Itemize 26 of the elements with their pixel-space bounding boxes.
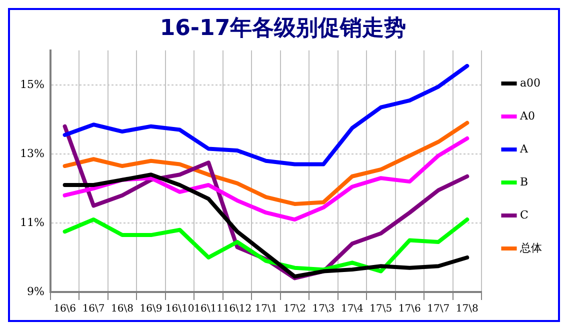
legend-label: A0 <box>519 109 535 122</box>
legend-label: B <box>520 175 528 188</box>
legend-label: C <box>520 208 528 222</box>
x-tick-label: 17\6 <box>398 304 421 315</box>
y-tick-label: 11% <box>20 216 44 229</box>
legend-label: A <box>519 142 529 156</box>
y-tick-label: 15% <box>20 78 44 91</box>
x-tick-label: 16\6 <box>54 304 76 315</box>
x-tick-label: 16\7 <box>82 304 105 315</box>
x-tick-label: 17\5 <box>370 304 392 315</box>
x-tick-label: 16\11 <box>194 304 223 315</box>
x-tick-label: 17\4 <box>340 304 364 315</box>
legend-label: a00 <box>520 76 541 90</box>
x-tick-label: 16\8 <box>111 304 134 315</box>
x-tick-label: 17\7 <box>427 304 450 315</box>
x-tick-label: 16\9 <box>140 304 162 315</box>
x-tick-label: 17\2 <box>283 304 306 315</box>
x-tick-label: 16\12 <box>222 304 252 315</box>
legend-label: 总体 <box>519 241 542 254</box>
chart-title: 16-17年各级别促销走势 <box>160 16 406 41</box>
x-tick-label: 17\8 <box>456 304 478 315</box>
y-tick-label: 13% <box>20 146 44 160</box>
x-tick-label: 16\10 <box>165 304 194 315</box>
x-tick-label: 17\3 <box>312 304 335 315</box>
x-tick-label: 17\1 <box>254 304 278 315</box>
y-tick-label: 9% <box>26 284 44 298</box>
